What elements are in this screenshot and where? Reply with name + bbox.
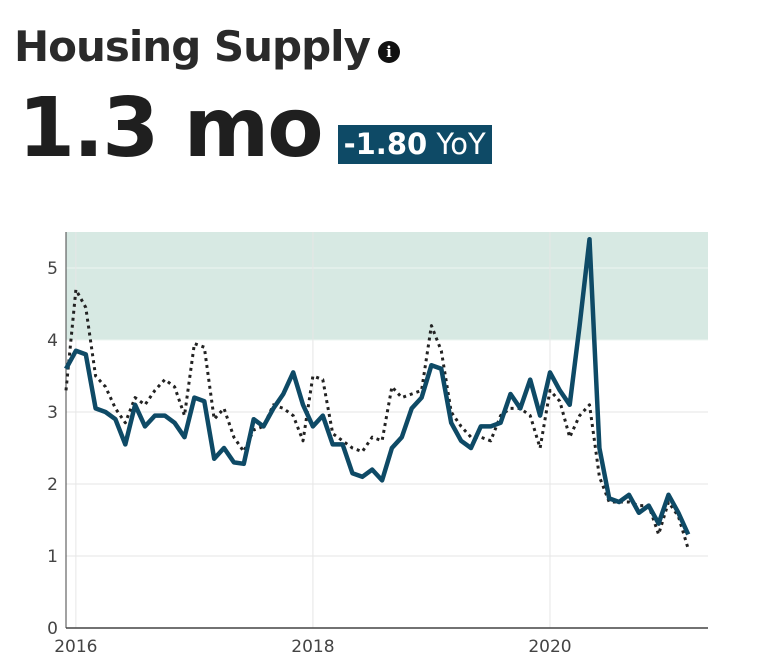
y-tick-label: 5 — [47, 259, 58, 279]
shaded-band — [66, 232, 708, 340]
y-tick-label: 1 — [47, 547, 58, 567]
header: Housing Supply i — [14, 22, 400, 71]
x-tick-label: 2020 — [528, 637, 571, 657]
page-title: Housing Supply — [14, 22, 371, 71]
yoy-value: -1.80 — [343, 126, 428, 161]
x-tick-label: 2016 — [54, 637, 97, 657]
yoy-badge: -1.80 YoY — [337, 124, 492, 164]
info-circle-icon[interactable]: i — [377, 40, 400, 63]
y-tick-label: 2 — [47, 475, 58, 495]
yoy-unit: YoY — [436, 126, 486, 161]
headline-value: 1.3 mo — [18, 81, 324, 176]
headline-value-row: 1.3 mo -1.80 YoY — [18, 88, 492, 170]
x-tick-label: 2018 — [291, 637, 334, 657]
y-tick-label: 4 — [47, 331, 58, 351]
series-line-solid — [64, 236, 691, 536]
y-tick-label: 3 — [47, 403, 58, 423]
series-line-dotted — [64, 288, 690, 550]
y-tick-label: 0 — [47, 619, 58, 639]
